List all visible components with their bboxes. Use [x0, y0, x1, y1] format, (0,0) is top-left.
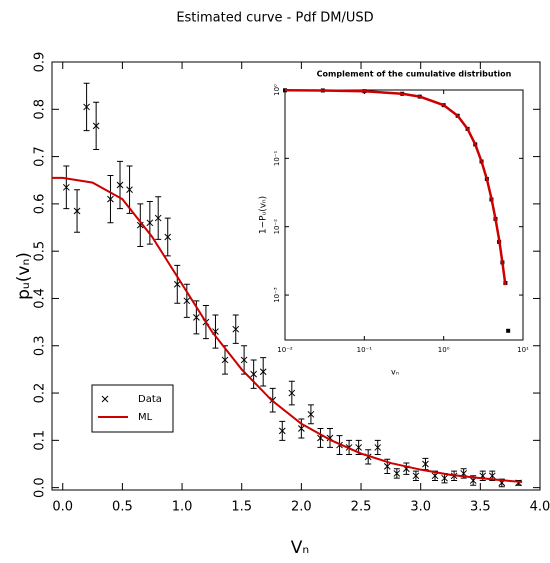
- data-marker: [412, 472, 420, 480]
- data-marker: [259, 368, 267, 376]
- data-marker: [154, 214, 162, 222]
- data-marker: [126, 186, 133, 194]
- chart-title: Estimated curve - Pdf DM/USD: [176, 11, 373, 26]
- data-marker: [307, 410, 315, 418]
- data-marker: [116, 181, 124, 189]
- data-marker: [183, 297, 191, 305]
- legend-marker: [101, 395, 109, 403]
- data-marker: [73, 207, 81, 215]
- data-marker: [393, 470, 401, 477]
- x-tick-label: 0.5: [112, 500, 133, 515]
- x-axis-label: Vₙ: [291, 538, 309, 558]
- data-marker: [107, 195, 114, 203]
- data-marker: [383, 463, 391, 470]
- y-tick-label: 0.6: [33, 194, 48, 215]
- x-tick-label: 10⁻²: [277, 346, 293, 354]
- legend-label: ML: [138, 412, 153, 423]
- data-marker: [441, 474, 448, 482]
- ml-line: [52, 176, 523, 483]
- legend-label: Data: [138, 394, 162, 405]
- data-marker: [488, 472, 496, 480]
- y-tick-label: 10⁻²: [273, 219, 281, 235]
- x-tick-label: 1.5: [231, 500, 252, 515]
- inset-title: Complement of the cumulative distributio…: [317, 70, 512, 79]
- data-marker: [422, 460, 429, 468]
- plot-frame: [284, 89, 524, 341]
- y-axis-label: pᵤ(vₙ): [14, 252, 34, 300]
- x-tick-label: 2.5: [351, 500, 372, 515]
- x-tick-label: 10⁰: [438, 346, 450, 354]
- data-marker: [506, 328, 511, 333]
- ml-line: [284, 89, 507, 286]
- y-tick-label: 10⁻¹: [273, 150, 281, 166]
- x-tick-label: 10¹: [517, 346, 529, 354]
- y-tick-label: 0.9: [33, 52, 48, 73]
- y-tick-label: 0.2: [33, 383, 48, 404]
- data-marker: [83, 103, 90, 111]
- x-tick-label: 3.5: [470, 500, 491, 515]
- y-tick-label: 10⁰: [273, 84, 281, 96]
- y-tick-label: 0.4: [33, 288, 48, 309]
- data-marker: [164, 233, 172, 241]
- y-tick-label: 0.3: [33, 335, 48, 356]
- x-tick-label: 3.0: [410, 500, 431, 515]
- data-marker: [146, 219, 154, 227]
- data-marker: [431, 472, 439, 480]
- x-axis-label: vₙ: [391, 368, 399, 377]
- data-marker: [62, 183, 70, 191]
- data-marker: [288, 389, 296, 397]
- data-marker: [173, 280, 181, 288]
- data-marker: [298, 425, 305, 432]
- data-marker: [250, 370, 257, 378]
- data-marker: [193, 314, 200, 321]
- x-tick-label: 0.0: [52, 500, 73, 515]
- y-tick-label: 0.0: [33, 477, 48, 498]
- data-marker: [92, 122, 100, 130]
- x-tick-label: 10⁻¹: [357, 346, 373, 354]
- x-tick-label: 1.0: [172, 500, 193, 515]
- data-marker: [374, 444, 382, 451]
- y-tick-label: 10⁻³: [273, 287, 281, 303]
- x-tick-label: 2.0: [291, 500, 312, 515]
- data-marker: [355, 444, 362, 451]
- y-tick-label: 0.5: [33, 241, 48, 262]
- data-marker: [221, 356, 229, 364]
- x-tick-label: 4.0: [530, 500, 550, 515]
- legend-box: [91, 384, 174, 433]
- y-tick-label: 0.8: [33, 99, 48, 120]
- data-marker: [278, 427, 286, 435]
- data-marker: [232, 325, 240, 333]
- data-marker: [240, 356, 248, 364]
- y-tick-label: 0.7: [33, 146, 48, 167]
- y-tick-label: 0.1: [33, 430, 48, 451]
- y-axis-label: 1−Pᵤ(vₙ): [259, 196, 269, 234]
